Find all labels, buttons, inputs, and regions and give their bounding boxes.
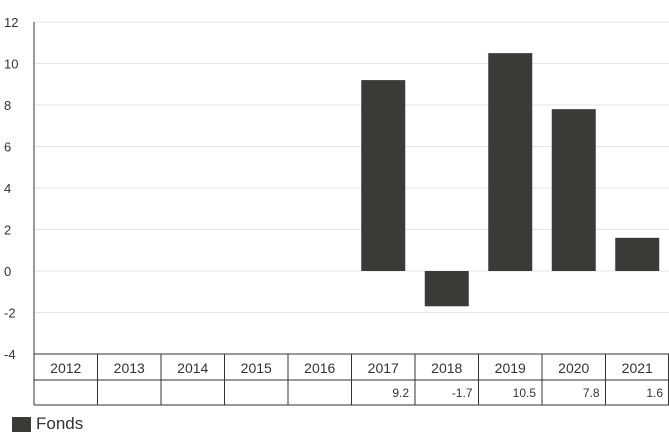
x-category-label: 2017 bbox=[368, 360, 399, 376]
x-category-label: 2018 bbox=[431, 360, 462, 376]
x-category-label: 2016 bbox=[304, 360, 335, 376]
value-label: 1.6 bbox=[646, 386, 663, 400]
x-category-label: 2014 bbox=[177, 360, 208, 376]
value-label: 9.2 bbox=[392, 386, 409, 400]
value-label: 10.5 bbox=[513, 386, 537, 400]
y-tick-label: 4 bbox=[4, 181, 11, 196]
legend: Fonds bbox=[12, 414, 83, 434]
legend-label: Fonds bbox=[36, 414, 84, 433]
y-tick-label: 6 bbox=[4, 140, 11, 155]
bar bbox=[551, 109, 596, 272]
value-label: 7.8 bbox=[583, 386, 600, 400]
y-axis-ticks: 12 10 8 6 4 2 0 -2 -4 bbox=[4, 15, 18, 362]
y-tick-label: 8 bbox=[4, 98, 11, 113]
bar bbox=[361, 80, 406, 271]
bar bbox=[488, 53, 533, 271]
y-tick-label: 2 bbox=[4, 223, 11, 238]
category-table: 2012 2013 2014 2015 2016 2017 9.2 2018 -1.7 2019 1… bbox=[33, 353, 669, 406]
y-tick-label: -4 bbox=[4, 347, 16, 362]
bars bbox=[361, 53, 660, 307]
y-tick-label: -2 bbox=[4, 306, 16, 321]
x-category-label: 2020 bbox=[558, 360, 589, 376]
x-category-label: 2012 bbox=[50, 360, 81, 376]
y-tick-label: 12 bbox=[4, 15, 18, 30]
x-category-label: 2013 bbox=[114, 360, 145, 376]
x-category-label: 2021 bbox=[622, 360, 653, 376]
y-tick-label: 0 bbox=[4, 264, 11, 279]
bar bbox=[615, 237, 660, 271]
y-tick-label: 10 bbox=[4, 57, 18, 72]
x-category-label: 2015 bbox=[241, 360, 272, 376]
x-category-label: 2019 bbox=[495, 360, 526, 376]
value-label: -1.7 bbox=[452, 386, 473, 400]
bar bbox=[424, 271, 469, 307]
legend-swatch bbox=[12, 416, 31, 432]
